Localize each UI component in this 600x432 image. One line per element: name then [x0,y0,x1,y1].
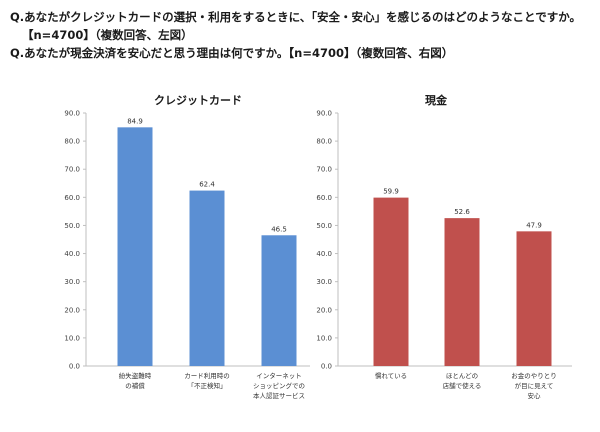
credit-tick-label: 30.0 [64,278,80,286]
credit-tick-label: 80.0 [64,138,80,146]
credit-category-label-line: カード利用時の [184,371,230,380]
cash-bar-1 [373,197,409,366]
cash-category-label-1: 慣れている [375,371,407,380]
cash-tick-label: 90.0 [316,110,332,118]
credit-category-label-3: インターネットショッピングでの本人認証サービス [253,371,305,400]
cash-tick-label: 60.0 [316,194,332,202]
credit-tick-label: 20.0 [64,306,80,314]
cash-tick-label: 30.0 [316,278,332,286]
credit-category-label-line: 「不正検知」 [188,381,227,390]
credit-tick-label: 60.0 [64,194,80,202]
credit-bar-2 [189,190,225,366]
cash-category-label-line: 安心 [528,391,542,400]
cash-tick-label: 50.0 [316,222,332,230]
cash-category-label-2: ほとんどの店舗で使える [443,372,482,390]
credit-category-label-line: 紛失盗難時 [119,371,152,380]
cash-category-label-line: お金のやりとり [511,371,557,380]
credit-category-label-1: 紛失盗難時の補償 [119,371,152,390]
credit-category-label-line: 本人認証サービス [253,391,305,400]
cash-category-label-3: お金のやりとりが目に見えて安心 [511,371,557,400]
cash-tick-label: 80.0 [316,138,332,146]
credit-tick-label: 40.0 [64,250,80,258]
credit-category-label-line: の補償 [125,381,145,390]
credit-tick-label: 90.0 [64,110,80,118]
cash-tick-label: 10.0 [316,334,332,342]
cash-chart: 現金 0.0 10.0 20.0 30.0 40.0 50.0 60.0 70.0 80.0 90.… [316,93,572,400]
cash-value-label-3: 47.9 [526,221,542,229]
cash-tick-label: 40.0 [316,250,332,258]
cash-value-label-2: 52.6 [454,208,470,216]
credit-category-label-line: インターネット [256,371,302,380]
question-2-text: Q.あなたが現金決済を安心だと思う理由は何ですか。【n=4700】（複数回答、右… [10,46,454,60]
cash-category-label-line: が目に見えて [515,381,554,390]
cash-bar-3 [516,231,552,366]
credit-category-label-line: ショッピングでの [253,381,305,390]
credit-value-label-1: 84.9 [127,117,143,125]
question-1-sample-note: 【n=4700】（複数回答、左図） [22,28,193,42]
credit-chart-title: クレジットカード [154,94,242,107]
cash-category-label-line: 慣れている [375,371,407,380]
cash-tick-label: 70.0 [316,166,332,174]
credit-category-label-2: カード利用時の「不正検知」 [184,371,230,390]
cash-category-label-line: ほとんどの [446,372,478,380]
cash-bar-2 [444,218,480,366]
credit-bar-3 [261,235,297,366]
credit-value-label-3: 46.5 [271,225,287,233]
cash-category-label-line: 店舗で使える [443,381,482,390]
credit-value-label-2: 62.4 [199,181,215,189]
credit-card-chart: クレジットカード 0.0 10.0 20.0 30.0 40.0 50.0 60.0 70.0 8… [64,94,310,400]
cash-tick-label: 0.0 [321,363,332,371]
cash-chart-title: 現金 [425,93,448,107]
credit-tick-label: 0.0 [69,363,80,371]
credit-tick-label: 50.0 [64,222,80,230]
question-1-text: Q.あなたがクレジットカードの選択・利用をするときに、「安全・安心」を感じるのは… [10,10,581,24]
cash-value-label-1: 59.9 [383,188,399,196]
credit-tick-label: 10.0 [64,334,80,342]
credit-tick-label: 70.0 [64,166,80,174]
cash-tick-label: 20.0 [316,306,332,314]
question-block: Q.あなたがクレジットカードの選択・利用をするときに、「安全・安心」を感じるのは… [10,8,595,62]
credit-bar-1 [117,127,153,366]
